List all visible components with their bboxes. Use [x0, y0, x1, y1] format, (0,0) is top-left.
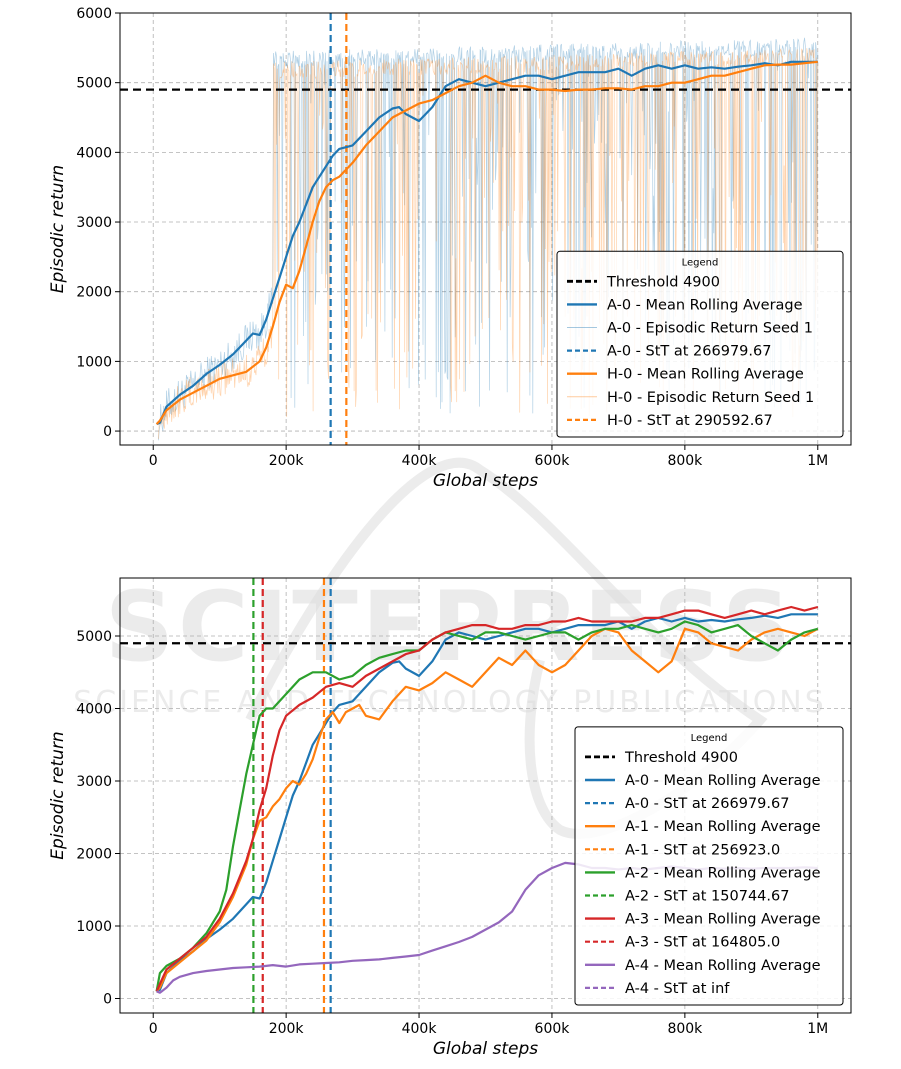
x-tick-label: 400k: [402, 1021, 438, 1037]
watermark-swoosh: [245, 457, 768, 839]
y-tick-label: 5000: [76, 76, 112, 92]
series-line-2: [155, 620, 819, 992]
series-line-0: [156, 60, 818, 426]
legend-label: H-0 - StT at 290592.67: [607, 413, 773, 429]
y-tick-label: 0: [103, 992, 112, 1008]
legend-label: A-4 - Mean Rolling Average: [625, 958, 821, 974]
x-axis-label: Global steps: [433, 1039, 538, 1059]
axes-frame: [119, 577, 852, 1014]
series-line-0: [156, 613, 818, 993]
legend-label: A-0 - StT at 266979.67: [607, 344, 771, 360]
y-tick-label: 3000: [76, 215, 112, 231]
watermark-subtitle: SCIENCE AND TECHNOLOGY PUBLICATIONS: [73, 685, 827, 720]
y-tick-label: 4000: [76, 702, 112, 718]
x-tick-label: 1M: [807, 453, 828, 469]
x-tick-label: 0: [149, 1021, 158, 1037]
y-tick-label: 1000: [76, 354, 112, 370]
y-tick-label: 6000: [76, 6, 112, 22]
legend-label: A-3 - Mean Rolling Average: [625, 912, 821, 928]
chart-bottom: 0 200k 400k 600k 800k 1M 0 1000 2000 3000 4000 5000…: [48, 577, 852, 1059]
y-tick-label: 2000: [76, 847, 112, 863]
legend: Legend Threshold 4900 A-0 - Mean Rolling A…: [556, 250, 844, 438]
legend: Legend Threshold 4900 A-0 - Mean Rolling A…: [574, 726, 844, 1006]
legend-label: A-0 - Mean Rolling Average: [607, 297, 803, 313]
x-tick-label: 600k: [535, 1021, 571, 1037]
axes-frame: [119, 12, 852, 446]
y-tick-label: 1000: [76, 919, 112, 935]
seed-trace-0: [158, 37, 819, 441]
legend-label: H-0 - Mean Rolling Average: [607, 367, 804, 383]
legend-label: Threshold 4900: [624, 750, 738, 766]
legend-label: Threshold 4900: [606, 274, 720, 290]
y-axis-label: Episodic return: [48, 731, 68, 859]
x-tick-label: 800k: [667, 1021, 703, 1037]
x-tick-label: 800k: [667, 453, 703, 469]
y-tick-label: 4000: [76, 145, 112, 161]
legend-label: A-0 - Episodic Return Seed 1: [607, 321, 813, 337]
y-axis-label: Episodic return: [48, 165, 68, 293]
x-tick-label: 200k: [269, 1021, 305, 1037]
y-tick-label: 5000: [76, 629, 112, 645]
watermark-title: SCITEPRESS: [105, 571, 795, 683]
x-axis-label: Global steps: [433, 471, 538, 491]
series-line-3: [155, 605, 819, 992]
legend-label: A-2 - Mean Rolling Average: [625, 865, 821, 881]
legend-label: A-1 - Mean Rolling Average: [625, 819, 821, 835]
legend-label: A-2 - StT at 150744.67: [625, 889, 789, 905]
legend-label: H-0 - Episodic Return Seed 1: [607, 390, 814, 406]
x-tick-label: 1M: [807, 1021, 828, 1037]
legend-label: A-3 - StT at 164805.0: [625, 935, 780, 951]
chart-top: 0 200k 400k 600k 800k 1M 0 1000 2000 3000 4000 5000…: [48, 6, 852, 491]
legend-box: [574, 726, 844, 1006]
x-tick-label: 400k: [402, 453, 438, 469]
plot-area: [120, 13, 851, 445]
legend-label: A-0 - Mean Rolling Average: [625, 773, 821, 789]
x-tick-label: 200k: [269, 453, 305, 469]
series-line-1: [155, 627, 819, 993]
y-tick-label: 3000: [76, 774, 112, 790]
x-tick-label: 0: [149, 453, 158, 469]
legend-label: A-4 - StT at inf: [625, 981, 730, 997]
legend-title: Legend: [691, 733, 728, 744]
y-tick-label: 0: [103, 424, 112, 440]
series-line-1: [155, 60, 818, 425]
legend-box: [556, 250, 844, 438]
x-tick-label: 600k: [535, 453, 571, 469]
legend-title: Legend: [682, 257, 719, 268]
y-tick-label: 2000: [76, 285, 112, 301]
legend-label: A-0 - StT at 266979.67: [625, 796, 789, 812]
legend-label: A-1 - StT at 256923.0: [625, 842, 780, 858]
